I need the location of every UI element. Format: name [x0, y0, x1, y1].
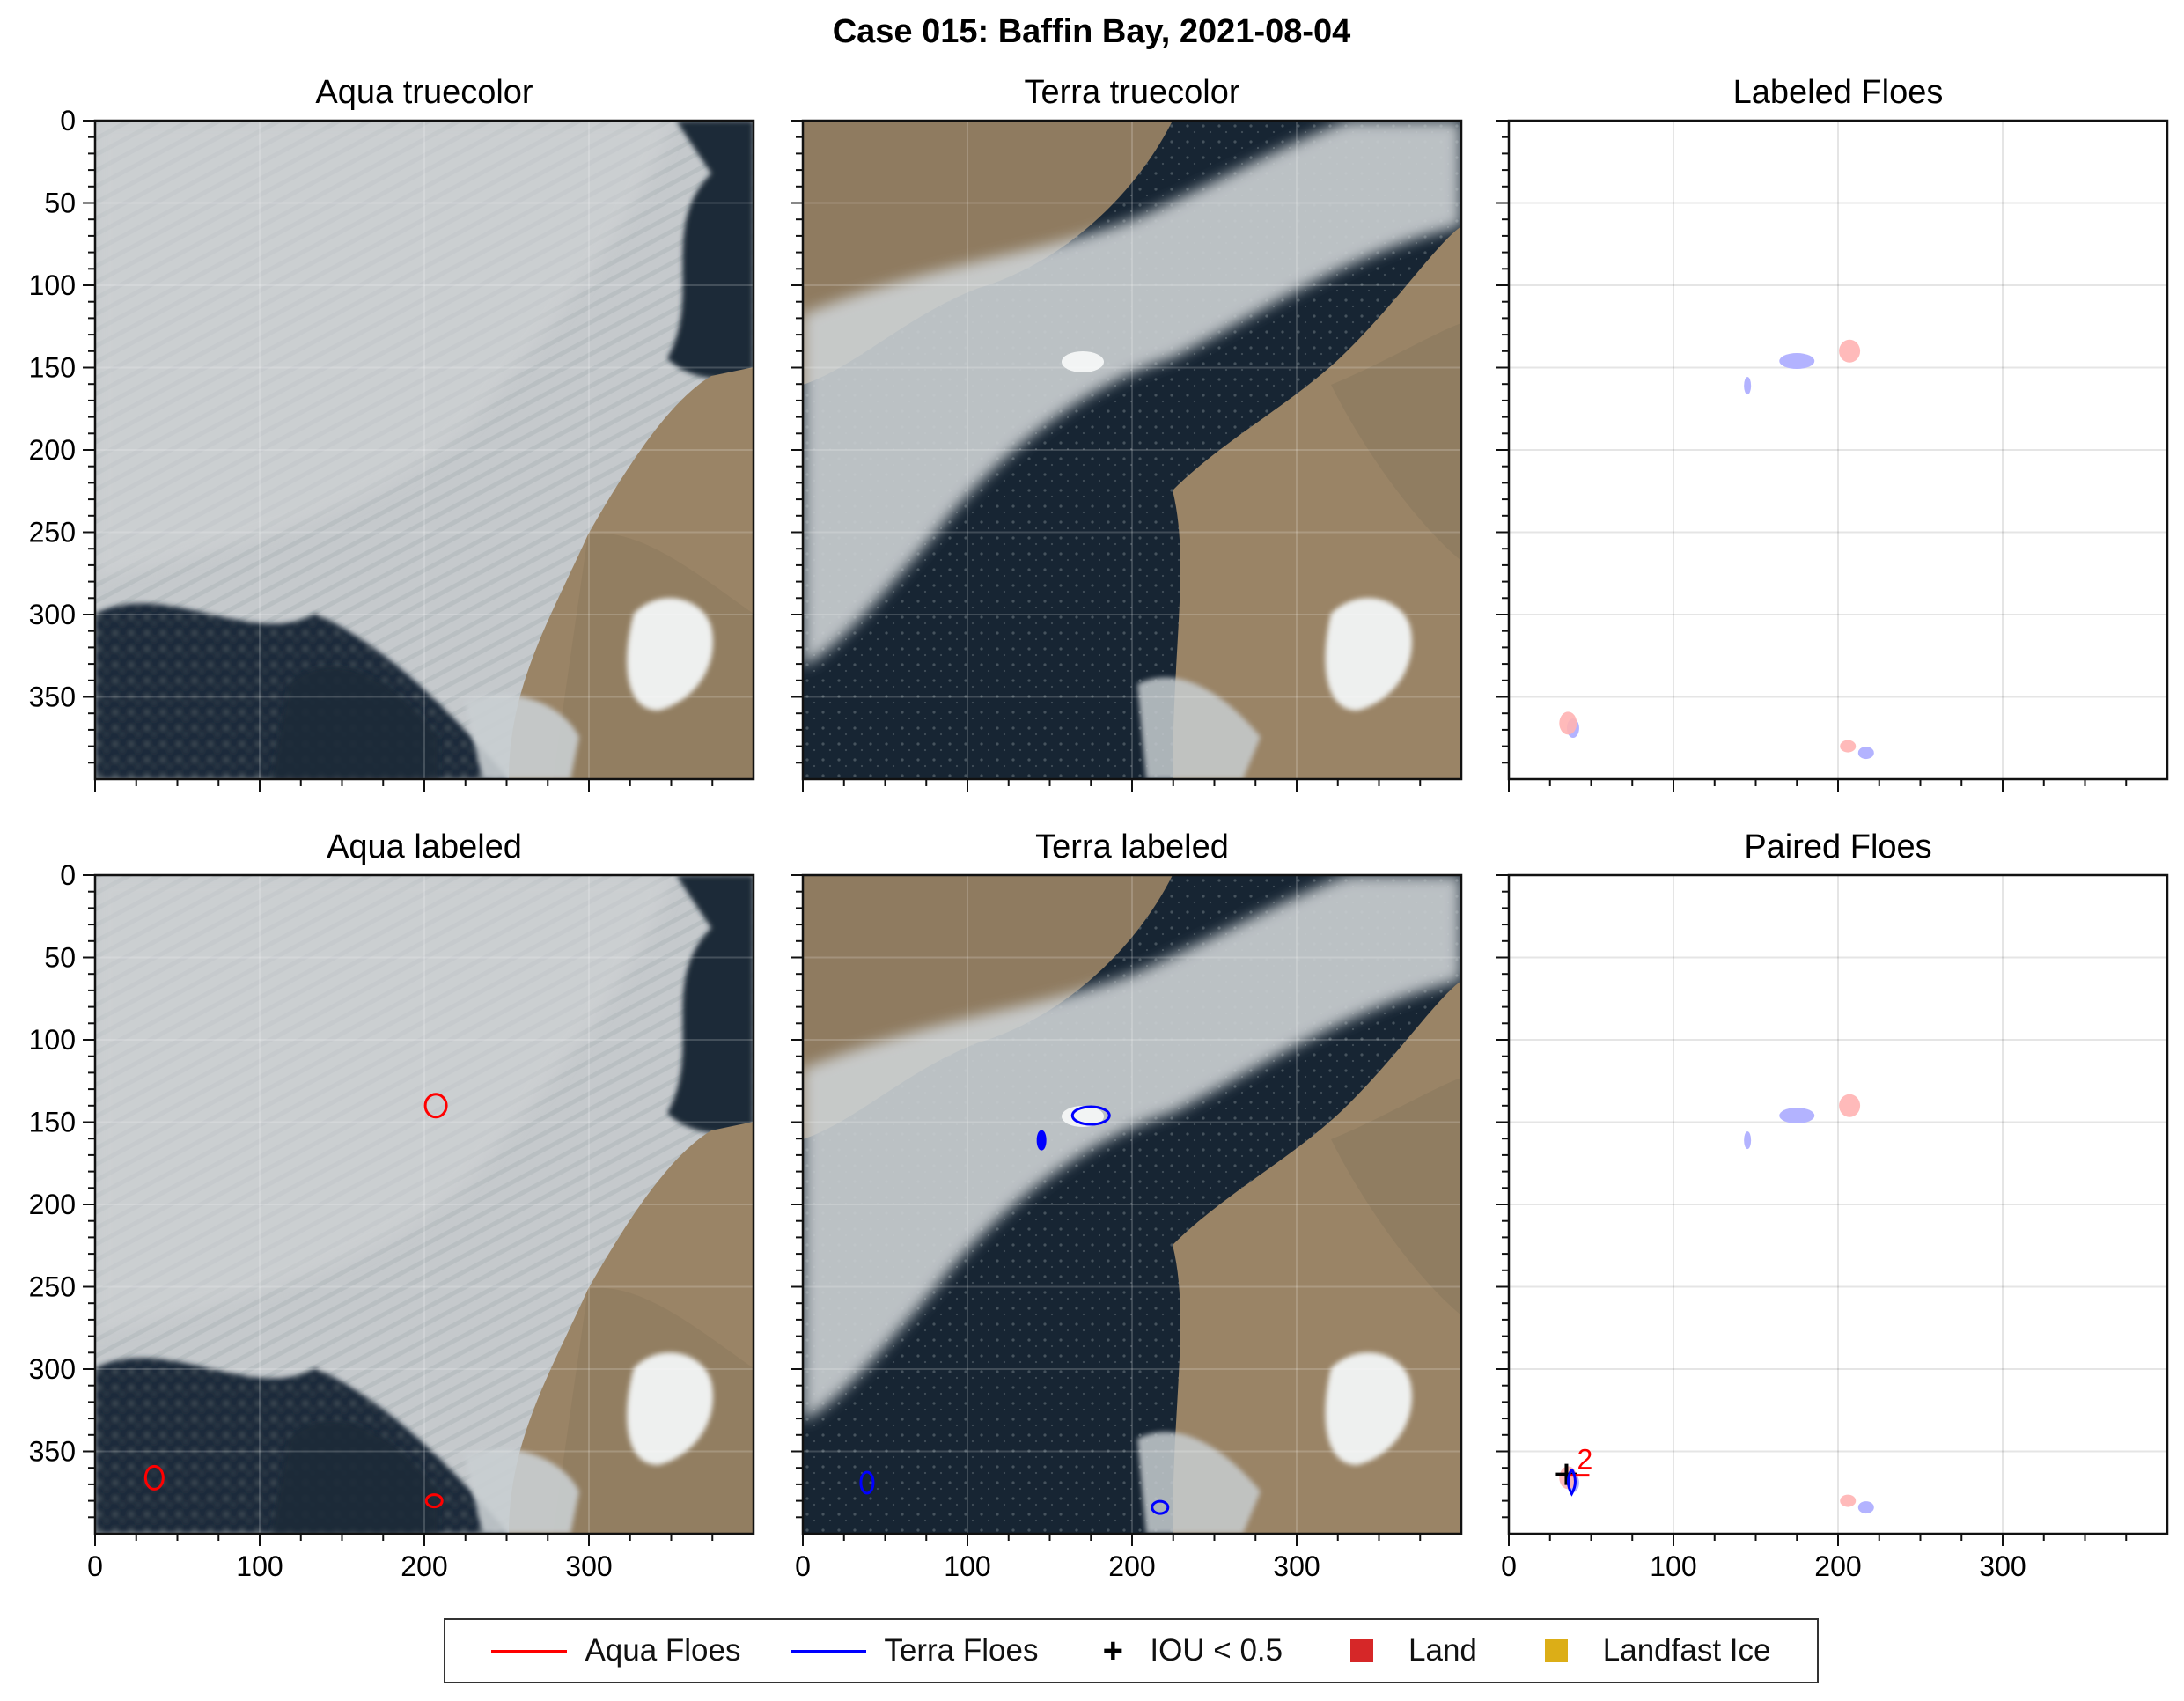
legend-label: Landfast Ice [1602, 1633, 1771, 1668]
panel-title: Paired Floes [1744, 828, 1931, 865]
aqua-floe [1839, 339, 1861, 363]
terra-floe-outline [859, 1470, 875, 1495]
panel-title: Terra truecolor [1025, 74, 1240, 111]
terra-floe-outline [1036, 1130, 1047, 1151]
y-tick-label: 350 [29, 1436, 76, 1468]
terra-outline [1566, 1468, 1577, 1497]
legend-label: Aqua Floes [585, 1633, 741, 1668]
legend-plus-marker: + [1102, 1631, 1124, 1670]
legend: Aqua Floes Terra Floes + IOU < 0.5 Land Landf… [444, 1618, 1819, 1683]
x-tick-label: 0 [795, 1550, 811, 1582]
panel-3: Labeled Floes [1496, 74, 2169, 792]
x-tick-label: 200 [401, 1550, 447, 1582]
legend-item: Land [1333, 1633, 1477, 1668]
panel-4: Aqua labeled 0 100 200 300 0 50 100 150 200 250 300… [29, 828, 755, 1582]
panel-title: Terra labeled [1035, 828, 1229, 865]
y-tick-label: 250 [29, 1271, 76, 1303]
y-tick-label: 50 [44, 188, 76, 219]
plot-background [1509, 121, 2167, 779]
terra-floe [1744, 1131, 1752, 1150]
y-tick-label: 350 [29, 681, 76, 713]
x-tick-label: 200 [1108, 1550, 1155, 1582]
panel-title: Aqua labeled [327, 828, 522, 865]
y-tick-label: 0 [60, 859, 76, 891]
y-tick-label: 200 [29, 1189, 76, 1220]
x-tick-label: 200 [1814, 1550, 1861, 1582]
y-tick-label: 100 [29, 1024, 76, 1056]
legend-line-swatch [791, 1649, 867, 1653]
aqua-floe-outline [423, 1093, 448, 1119]
panel-2: Terra truecolor [791, 74, 1463, 792]
legend-item: Terra Floes [791, 1633, 1038, 1668]
x-tick-label: 100 [1650, 1550, 1696, 1582]
y-tick-label: 250 [29, 517, 76, 549]
y-tick-label: 300 [29, 1353, 76, 1385]
aqua-floe [1840, 740, 1857, 753]
terra-floe-outline [1070, 1105, 1111, 1126]
terra-floe-outline [1151, 1499, 1170, 1515]
x-tick-label: 0 [1501, 1550, 1517, 1582]
panel-6: Paired Floes 2 0 100 200 300 [1496, 828, 2169, 1582]
legend-label: Terra Floes [884, 1633, 1039, 1668]
plot-background [1509, 875, 2167, 1534]
x-tick-label: 300 [565, 1550, 612, 1582]
y-tick-label: 100 [29, 269, 76, 301]
x-tick-label: 300 [1273, 1550, 1320, 1582]
terra-floe [1857, 1501, 1874, 1514]
aqua-floe-outline [143, 1464, 165, 1491]
panel-title: Labeled Floes [1733, 74, 1944, 111]
pair-label: 2 [1577, 1444, 1592, 1476]
terra-floe [1779, 1108, 1815, 1124]
legend-item: Landfast Ice [1527, 1633, 1771, 1668]
y-tick-label: 0 [60, 105, 76, 136]
legend-item: + IOU < 0.5 [1088, 1631, 1283, 1671]
aqua-floe [1839, 1094, 1861, 1117]
panel-5: Terra labeled 0 100 200 300 [791, 828, 1463, 1582]
y-tick-label: 150 [29, 1107, 76, 1138]
legend-line-swatch [491, 1649, 568, 1653]
aqua-floe-outline [424, 1493, 444, 1509]
y-tick-label: 300 [29, 599, 76, 630]
legend-square-swatch [1350, 1639, 1374, 1662]
y-tick-label: 200 [29, 434, 76, 466]
panel-1: Aqua truecolor 0 50 100 150 200 250 300 350 [29, 74, 755, 792]
panel-grid: Aqua truecolor050100150200250300350Terra… [29, 74, 2169, 1582]
aqua-floe [1840, 1494, 1857, 1507]
terra-floe [1857, 747, 1874, 760]
terra-floe [1779, 353, 1815, 370]
y-tick-label: 150 [29, 352, 76, 384]
panel-title: Aqua truecolor [315, 74, 533, 111]
figure-title: Case 015: Baffin Bay, 2021-08-04 [833, 13, 1351, 50]
y-tick-label: 50 [44, 942, 76, 974]
x-tick-label: 0 [87, 1550, 103, 1582]
legend-square-swatch [1544, 1639, 1568, 1662]
legend-label: IOU < 0.5 [1150, 1633, 1283, 1668]
aqua-floe [1559, 711, 1577, 735]
x-tick-label: 100 [236, 1550, 283, 1582]
x-tick-label: 300 [1979, 1550, 2026, 1582]
terra-floe [1744, 377, 1752, 395]
legend-item: Aqua Floes [491, 1633, 741, 1668]
x-tick-label: 100 [944, 1550, 990, 1582]
legend-label: Land [1408, 1633, 1477, 1668]
